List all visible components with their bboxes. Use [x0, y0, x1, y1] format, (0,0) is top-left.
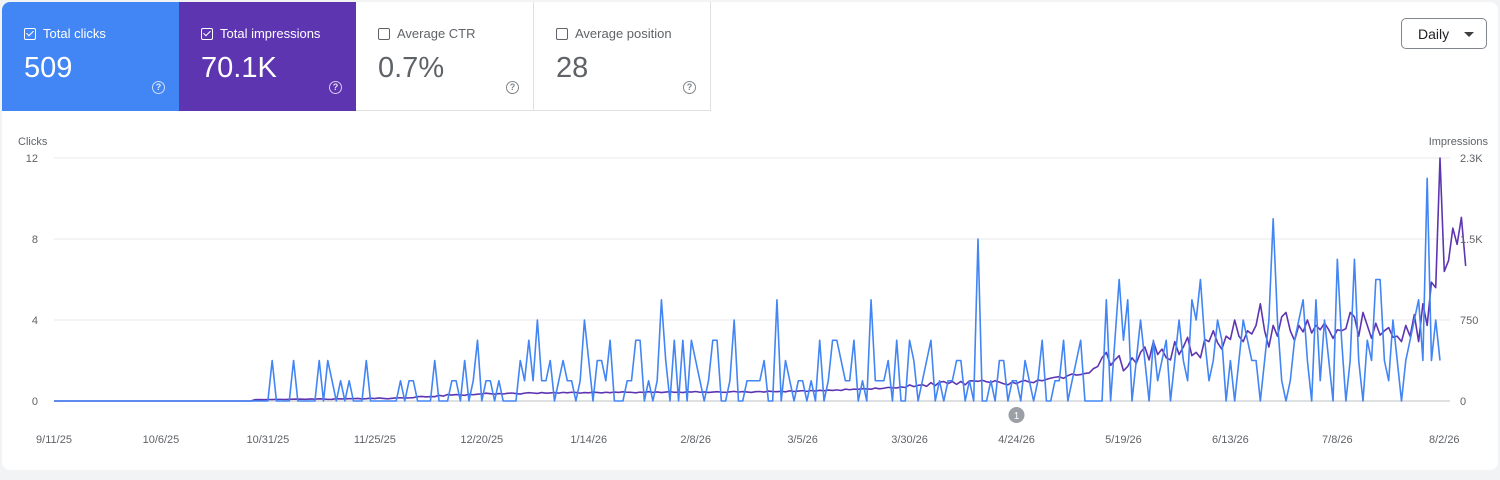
metric-average-ctr[interactable]: Average CTR 0.7% ? — [356, 2, 534, 111]
performance-chart: Clicks Impressions 0 0 4 750 8 1.5K 12 2.3K 9/11… — [18, 136, 1489, 446]
metric-label: Total impressions — [220, 26, 321, 41]
series-line-clicks — [54, 177, 1441, 402]
y-axis-title-left: Clicks — [18, 136, 48, 148]
help-icon[interactable]: ? — [683, 81, 696, 94]
checkbox-checked-icon[interactable] — [201, 27, 213, 40]
checkbox-checked-icon[interactable] — [24, 27, 36, 40]
metric-total-impressions[interactable]: Total impressions 70.1K ? — [179, 2, 356, 111]
y-tick-label-right: 750 — [1460, 315, 1478, 327]
y-tick-label-left: 12 — [26, 153, 38, 165]
metric-header: Average position — [556, 26, 672, 41]
x-tick-label: 10/6/25 — [143, 434, 180, 446]
dropdown-arrow-icon — [1464, 32, 1474, 37]
x-tick-label: 12/20/25 — [460, 434, 503, 446]
y-tick-label-left: 0 — [32, 396, 38, 408]
metric-header: Total impressions — [201, 26, 320, 41]
metric-header: Total clicks — [24, 26, 106, 41]
help-icon[interactable]: ? — [152, 81, 165, 94]
x-tick-label: 3/5/26 — [787, 434, 818, 446]
x-tick-label: 5/19/26 — [1105, 434, 1142, 446]
checkbox-unchecked-icon[interactable] — [556, 27, 568, 40]
y-tick-label-left: 4 — [32, 315, 38, 327]
help-icon[interactable]: ? — [329, 81, 342, 94]
x-tick-label: 6/13/26 — [1212, 434, 1249, 446]
dropdown-label: Daily — [1418, 26, 1450, 42]
x-tick-label: 11/25/25 — [354, 434, 396, 446]
y-tick-label-left: 8 — [32, 234, 38, 246]
metric-value: 28 — [556, 52, 589, 84]
x-tick-label: 7/8/26 — [1322, 434, 1353, 446]
checkbox-unchecked-icon[interactable] — [378, 27, 390, 40]
metric-label: Total clicks — [43, 26, 106, 41]
help-icon[interactable]: ? — [506, 81, 519, 94]
performance-card: Total clicks 509 ? Total impressions 70.… — [2, 2, 1498, 470]
x-tick-label: 1/14/26 — [570, 434, 607, 446]
metric-header: Average CTR — [378, 26, 476, 41]
series-line-impressions — [54, 157, 1467, 402]
annotation-label: 1 — [1014, 411, 1020, 422]
metric-value: 509 — [24, 52, 73, 84]
y-tick-label-right: 0 — [1460, 396, 1466, 408]
x-tick-label: 2/8/26 — [680, 434, 711, 446]
x-tick-label: 9/11/25 — [36, 434, 72, 446]
y-tick-label-right: 2.3K — [1460, 153, 1483, 165]
x-tick-label: 3/30/26 — [891, 434, 928, 446]
y-tick-label-right: 1.5K — [1460, 234, 1483, 246]
granularity-dropdown[interactable]: Daily — [1401, 18, 1487, 49]
x-tick-label: 10/31/25 — [246, 434, 289, 446]
metric-value: 70.1K — [201, 52, 277, 84]
metric-label: Average position — [575, 26, 672, 41]
metric-value: 0.7% — [378, 52, 445, 84]
y-axis-title-right: Impressions — [1429, 136, 1489, 148]
metric-average-position[interactable]: Average position 28 ? — [534, 2, 711, 111]
x-tick-label: 8/2/26 — [1429, 434, 1460, 446]
x-tick-label: 4/24/26 — [998, 434, 1035, 446]
annotation-marker[interactable] — [1008, 407, 1025, 423]
metric-total-clicks[interactable]: Total clicks 509 ? — [2, 2, 179, 111]
metric-label: Average CTR — [397, 26, 476, 41]
